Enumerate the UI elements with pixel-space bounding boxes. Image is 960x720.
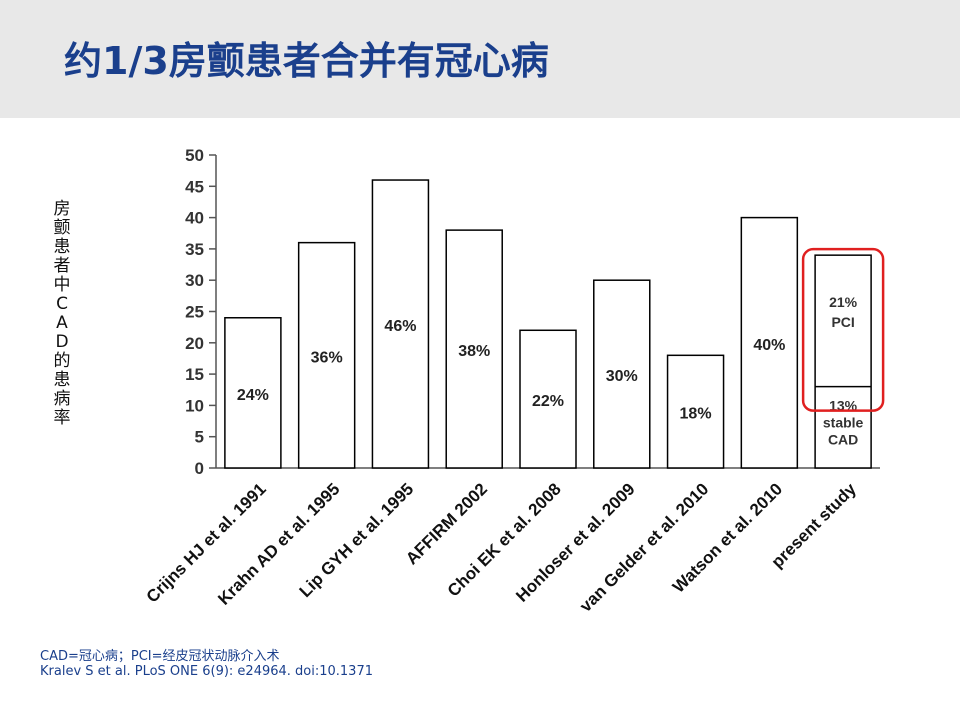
y-axis-label-char: 患 (53, 370, 71, 390)
bar-segment-label: PCI (831, 314, 854, 330)
footnote-citation: Kralev S et al. PLoS ONE 6(9): e24964. d… (40, 664, 373, 679)
y-axis-label-char: C (56, 294, 68, 314)
x-tick-label: Crijns HJ et al. 1991 (143, 479, 270, 606)
highlight-box (801, 247, 885, 412)
bar-segment-label: 21% (829, 294, 858, 310)
bar (519, 329, 577, 469)
y-tick-label: 10 (185, 396, 204, 415)
bar (224, 317, 282, 469)
bar-segment-label: CAD (828, 432, 858, 448)
footnote-abbreviations: CAD=冠心病；PCI=经皮冠状动脉介入术 (40, 649, 280, 664)
y-axis-label-char: 者 (53, 256, 71, 276)
y-tick-label: 15 (185, 365, 204, 384)
bar (593, 279, 651, 469)
y-tick-label: 5 (195, 428, 204, 447)
bar-data-label: 36% (311, 349, 343, 366)
y-tick-label: 45 (185, 177, 204, 196)
y-axis-label-char: 颤 (53, 218, 71, 238)
bar (445, 229, 503, 469)
bar-segment-label: stable (823, 415, 864, 431)
bar-data-label: 22% (532, 393, 564, 410)
y-axis-label-char: 率 (53, 408, 71, 428)
bar (814, 254, 872, 469)
slide-title: 约1/3房颤患者合并有冠心病 (64, 39, 549, 83)
y-axis-label-char: 的 (53, 351, 71, 371)
bar-data-label: 30% (606, 368, 638, 385)
x-tick-label: van Gelder et al. 2010 (576, 479, 712, 615)
y-tick-label: 40 (185, 209, 204, 228)
y-axis-label-char: A (56, 313, 68, 333)
y-axis-label-char: 病 (53, 389, 71, 409)
header-band (0, 0, 960, 118)
bar-data-label: 40% (753, 337, 785, 354)
y-axis-label-char: 中 (53, 275, 71, 295)
y-tick-label: 30 (185, 271, 204, 290)
y-tick-label: 0 (195, 459, 204, 478)
y-axis-label-char: D (55, 332, 69, 352)
bar (740, 216, 799, 469)
bar-data-label: 46% (384, 318, 416, 335)
bar (297, 241, 356, 469)
y-tick-label: 20 (185, 334, 204, 353)
y-tick-label: 50 (185, 146, 204, 165)
y-axis-label-char: 患 (53, 237, 71, 257)
y-tick-label: 35 (185, 240, 204, 259)
y-axis-label-char: 房 (53, 199, 71, 219)
bar (371, 179, 430, 469)
bar-data-label: 38% (458, 343, 490, 360)
y-tick-label: 25 (185, 303, 204, 322)
bar (666, 354, 725, 469)
x-tick-label: Krahn AD et al. 1995 (214, 479, 343, 608)
bar-data-label: 24% (237, 387, 269, 404)
bar-data-label: 18% (680, 406, 712, 423)
